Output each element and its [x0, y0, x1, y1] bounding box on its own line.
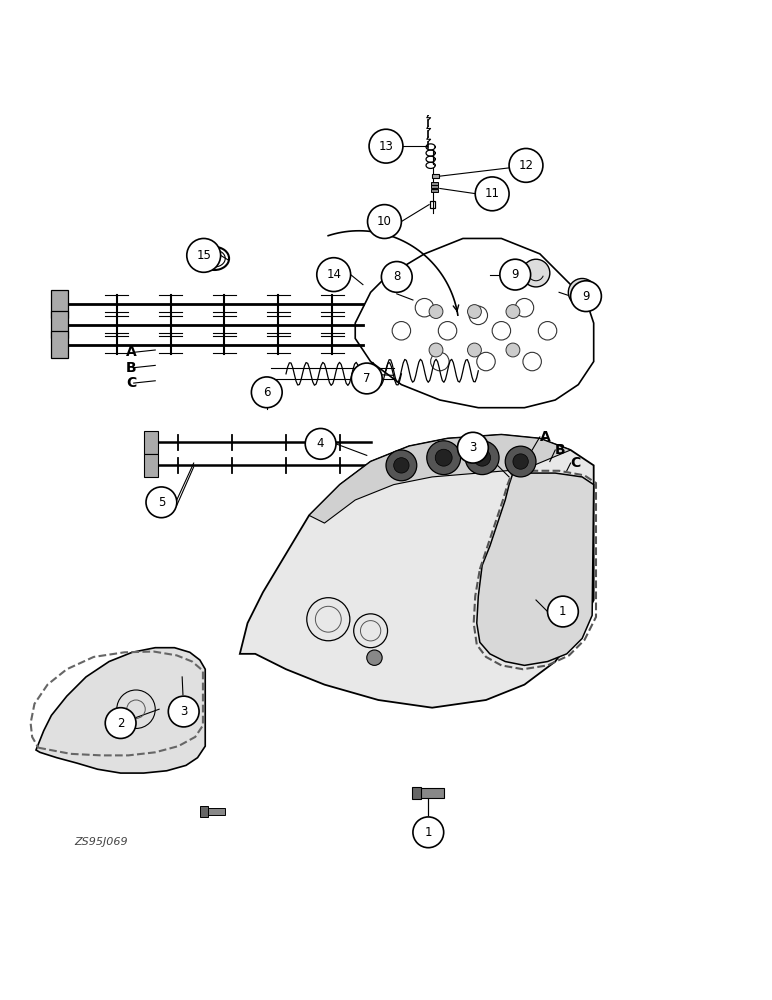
Circle shape [506, 305, 520, 318]
Text: 13: 13 [378, 140, 394, 153]
Text: 1: 1 [559, 605, 567, 618]
Circle shape [351, 363, 382, 394]
Circle shape [509, 148, 543, 182]
Circle shape [413, 817, 444, 848]
Bar [412, 787, 422, 799]
Text: 12: 12 [519, 159, 533, 172]
Bar [200, 806, 208, 817]
Text: 8: 8 [393, 270, 401, 283]
Circle shape [513, 454, 528, 469]
Circle shape [476, 177, 509, 211]
Polygon shape [432, 174, 439, 178]
Bar [204, 808, 225, 815]
Text: B: B [555, 443, 566, 457]
Text: 3: 3 [180, 705, 188, 718]
Circle shape [522, 259, 550, 287]
Circle shape [429, 343, 443, 357]
Circle shape [369, 129, 403, 163]
Circle shape [187, 238, 221, 272]
Bar [430, 201, 435, 208]
Text: 15: 15 [196, 249, 211, 262]
Polygon shape [477, 473, 594, 665]
Circle shape [435, 449, 452, 466]
Bar [52, 311, 68, 338]
Text: 4: 4 [317, 437, 324, 450]
Bar [431, 182, 438, 185]
Text: A: A [540, 430, 550, 444]
Circle shape [568, 278, 596, 306]
Text: 7: 7 [363, 372, 371, 385]
Circle shape [367, 205, 401, 238]
Bar [431, 185, 438, 188]
Circle shape [317, 258, 350, 292]
Bar [431, 189, 438, 192]
Circle shape [429, 305, 443, 318]
Text: 14: 14 [327, 268, 341, 281]
Bar [144, 454, 157, 477]
Circle shape [394, 458, 409, 473]
Polygon shape [240, 435, 594, 708]
Text: 2: 2 [117, 717, 124, 730]
Text: 9: 9 [582, 290, 590, 303]
Circle shape [468, 305, 482, 318]
Circle shape [252, 377, 282, 408]
Bar [52, 290, 68, 318]
Circle shape [458, 432, 489, 463]
Circle shape [305, 428, 336, 459]
Text: ZS95J069: ZS95J069 [74, 837, 128, 847]
Circle shape [105, 708, 136, 738]
Circle shape [547, 596, 578, 627]
Circle shape [505, 446, 536, 477]
Circle shape [168, 696, 199, 727]
Circle shape [468, 343, 482, 357]
Circle shape [367, 650, 382, 665]
Circle shape [466, 441, 499, 475]
Circle shape [386, 450, 417, 481]
Text: 5: 5 [157, 496, 165, 509]
Circle shape [499, 259, 530, 290]
Text: 10: 10 [377, 215, 392, 228]
Text: 6: 6 [263, 386, 270, 399]
Text: 1: 1 [425, 826, 432, 839]
Text: 3: 3 [469, 441, 476, 454]
Circle shape [571, 281, 601, 312]
Bar [144, 431, 157, 454]
Text: 11: 11 [485, 187, 499, 200]
Bar [417, 788, 444, 798]
Circle shape [506, 343, 520, 357]
Circle shape [427, 441, 461, 475]
Text: B: B [126, 361, 137, 375]
Text: 9: 9 [512, 268, 519, 281]
Polygon shape [36, 648, 205, 773]
Bar [52, 331, 68, 358]
Circle shape [381, 262, 412, 292]
Text: C: C [571, 456, 581, 470]
Circle shape [146, 487, 177, 518]
Text: A: A [126, 345, 137, 359]
Text: C: C [126, 376, 136, 390]
Polygon shape [309, 435, 571, 523]
Circle shape [474, 449, 491, 466]
